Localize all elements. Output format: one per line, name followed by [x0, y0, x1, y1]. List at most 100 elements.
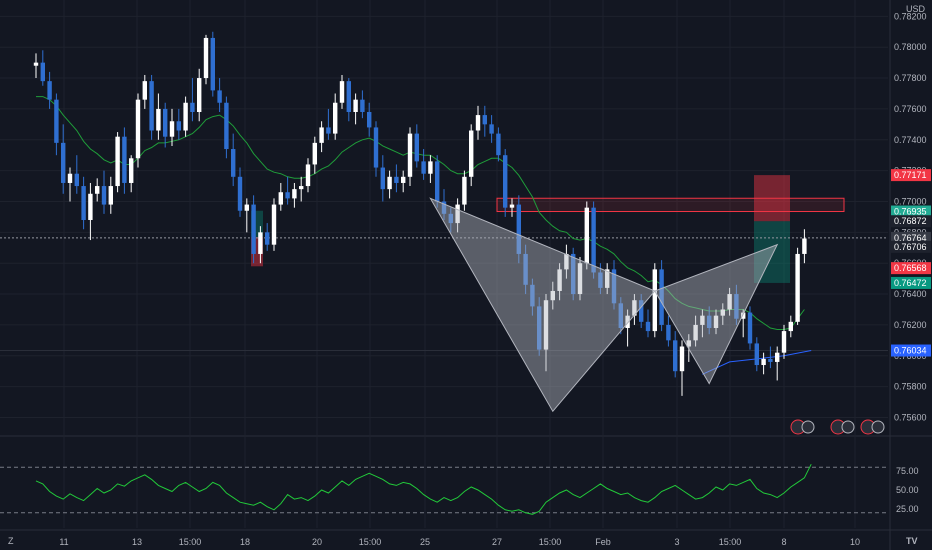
price-tag-bg [891, 262, 931, 275]
pattern-triangle-xab[interactable] [429, 197, 656, 413]
candle-body [271, 204, 277, 245]
candle-body [795, 253, 800, 322]
candle [611, 260, 617, 310]
candle-body [625, 315, 630, 328]
candle [47, 71, 52, 109]
candle-body [448, 213, 453, 224]
time-axis[interactable]: 11 13 15:00 18 20 15:00 25 27 15:00 Feb 3 15:00 8 10 [59, 537, 860, 547]
price-tag-label: 0.76034 [894, 346, 927, 356]
axis-z-label: Z [8, 536, 14, 546]
economic-event-icon[interactable] [860, 419, 885, 435]
price-tag-bg [891, 344, 931, 357]
candle [632, 294, 637, 325]
candle [441, 189, 447, 220]
candle [537, 297, 542, 356]
candle [278, 182, 283, 211]
candle [54, 93, 59, 156]
price-tick: 0.77800 [894, 73, 927, 83]
candle [190, 78, 195, 122]
candle [224, 96, 229, 159]
candle-body [129, 158, 134, 183]
candle [475, 105, 481, 140]
candle-body [346, 81, 351, 112]
candle-body [95, 186, 100, 194]
candle [142, 74, 147, 109]
candle-body [197, 78, 202, 112]
price-tick: 0.78200 [894, 11, 927, 21]
resistance-zone[interactable] [496, 197, 845, 213]
price-tag[interactable]: 0.76472 [891, 276, 931, 289]
candle-body [312, 142, 317, 165]
candle [734, 284, 739, 325]
candle [203, 34, 209, 85]
candle [693, 315, 698, 347]
candle [74, 155, 79, 194]
candle [523, 244, 528, 295]
candle [781, 324, 787, 359]
stop-loss-box[interactable] [754, 175, 790, 222]
tv-logo[interactable]: TV [906, 536, 918, 546]
candle-body [299, 186, 304, 190]
candle-body [550, 290, 555, 301]
candle-body [373, 127, 379, 168]
candle-body [802, 238, 807, 254]
candle-body [707, 315, 712, 328]
candle [625, 309, 630, 347]
candle [462, 170, 467, 211]
candle [135, 93, 141, 168]
candle [584, 201, 589, 270]
candle [122, 127, 127, 194]
candle-body [67, 173, 73, 183]
event-flag-icon [841, 420, 855, 434]
candle-body [135, 99, 141, 159]
candle-body [571, 253, 576, 295]
time-tick: 13 [132, 537, 142, 547]
candle-body [394, 176, 399, 183]
price-tag[interactable]: 0.76568 [891, 262, 931, 275]
candle [713, 309, 719, 335]
price-axis[interactable]: 0.782000.780000.778000.776000.774000.772… [891, 11, 931, 514]
price-tick: 0.75800 [894, 382, 927, 392]
time-tick: 15:00 [539, 537, 562, 547]
candle-body [367, 112, 372, 128]
price-tag-label: 0.76935 [894, 207, 927, 217]
economic-event-icon[interactable] [790, 419, 815, 435]
rsi-line [35, 463, 812, 515]
candle-body [115, 136, 120, 187]
candle [360, 90, 365, 119]
candle-body [81, 186, 86, 220]
candle [407, 127, 413, 187]
candle [231, 133, 236, 187]
price-tag[interactable]: 0.76706 [891, 240, 931, 253]
time-tick: 27 [492, 537, 502, 547]
candle-body [108, 186, 113, 205]
price-tag-label: 0.77171 [894, 170, 927, 180]
price-tag[interactable]: 0.76935 [891, 205, 931, 218]
candle-body [503, 155, 508, 208]
candle [720, 303, 725, 325]
candle-body [319, 127, 324, 143]
price-tick: 0.75600 [894, 412, 927, 422]
candle [380, 155, 385, 202]
candle-body [516, 204, 521, 254]
candle-body [605, 269, 610, 288]
candle-body [727, 294, 732, 310]
candle [795, 247, 800, 325]
candle [129, 155, 134, 193]
price-tag[interactable]: 0.77171 [891, 169, 931, 182]
time-tick: Feb [595, 537, 611, 547]
candle [509, 198, 515, 217]
price-tag[interactable]: 0.76872 [891, 215, 931, 228]
candle [482, 105, 487, 137]
candle-body [88, 193, 93, 220]
candle [88, 182, 93, 241]
pattern-triangle-bcd[interactable] [654, 243, 779, 385]
candle-body [217, 90, 222, 103]
candle [652, 263, 657, 338]
candle [197, 68, 202, 122]
price-tag[interactable]: 0.76034 [891, 344, 931, 357]
economic-event-icon[interactable] [830, 419, 855, 435]
take-profit-box[interactable] [754, 221, 790, 283]
